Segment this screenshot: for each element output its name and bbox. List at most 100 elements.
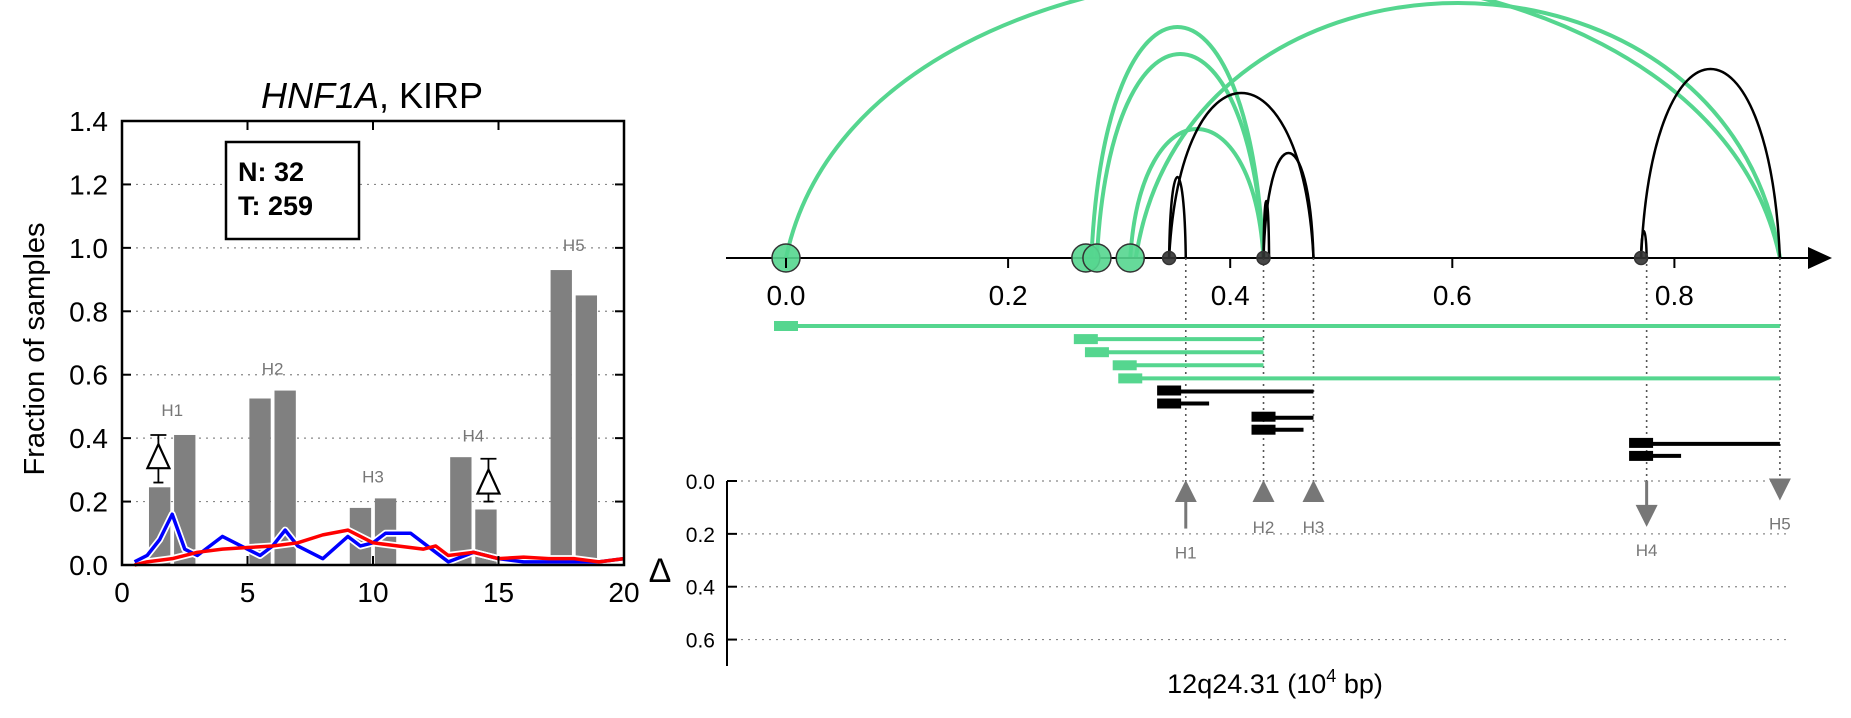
hotspot-label: H2 xyxy=(1253,518,1275,537)
rearrangement-arc xyxy=(1167,175,1188,259)
delta-tick-label: 0.0 xyxy=(686,471,715,494)
hotspot-label: H4 xyxy=(463,426,485,445)
rearrangement-arc xyxy=(784,0,1782,259)
hotspot-bar-chart: HNF1A, KIRP Fraction of samples H1 H2 H3 H4… xyxy=(19,75,640,608)
x-tick-label: 15 xyxy=(483,577,514,608)
hotspot-arrowhead xyxy=(1635,504,1658,527)
rearrangement-arc xyxy=(1089,25,1266,259)
hotspot-label: H4 xyxy=(1636,541,1658,560)
hotspot-arrowhead xyxy=(1252,480,1275,502)
breakpoint-marker xyxy=(1256,250,1271,266)
x-tick-label: 10 xyxy=(357,577,388,608)
delta-tick-label: 0.2 xyxy=(686,524,715,547)
y-tick-label: 0.8 xyxy=(69,296,108,327)
segment-cap xyxy=(1157,385,1182,396)
hotspot-label: H5 xyxy=(1769,515,1791,534)
legend-line-n: N: 32 xyxy=(238,157,304,187)
segment-cap xyxy=(774,321,798,331)
genome-tick-label: 0.8 xyxy=(1655,280,1694,311)
chart-title: HNF1A, KIRP xyxy=(261,75,483,116)
bar xyxy=(575,295,598,565)
y-tick-label: 0.0 xyxy=(69,550,108,581)
rearrangement-arc xyxy=(1128,127,1266,259)
legend-line-t: T: 259 xyxy=(238,191,313,221)
genome-axis-arrowhead xyxy=(1808,247,1832,269)
delta-axis-label: Δ xyxy=(649,552,672,590)
legend-box-frame xyxy=(224,140,361,241)
series-line xyxy=(134,528,625,567)
rearrangement-segments xyxy=(774,321,1780,461)
x-tick-label: 5 xyxy=(240,577,256,608)
y-tick-label: 0.2 xyxy=(69,487,108,518)
delta-tick-label: 0.6 xyxy=(686,630,715,653)
genome-axis-label-base: 12q24.31 (10 xyxy=(1167,669,1326,699)
segment-cap xyxy=(1118,373,1143,384)
rearrangement-arc xyxy=(1167,91,1315,259)
breakpoint-marker xyxy=(1633,250,1649,266)
segment-cap xyxy=(1073,334,1098,345)
segment-cap xyxy=(1251,411,1276,422)
delta-triangle-marker xyxy=(145,441,172,470)
bar-chart-frame xyxy=(120,119,626,567)
bar xyxy=(550,270,572,565)
genome-axis-label-end: bp) xyxy=(1336,669,1383,699)
bar xyxy=(274,390,296,565)
bar-chart-gridlines xyxy=(122,183,624,503)
x-axis-ticks: 0 5 10 15 20 xyxy=(114,121,640,608)
genome-tick-label: 0.2 xyxy=(989,280,1028,311)
hotspot-arrowhead xyxy=(1302,480,1325,502)
rearrangement-arc xyxy=(1094,52,1266,259)
segment-cap xyxy=(1629,437,1654,448)
bar-chart-hotspot-labels: H1 H2 H3 H4 H5 xyxy=(161,236,584,487)
breakpoint-marker xyxy=(1082,243,1112,273)
genome-tick-label: 0.6 xyxy=(1433,280,1472,311)
hotspot-label: H2 xyxy=(262,360,284,379)
chart-title-gene: HNF1A xyxy=(261,75,379,116)
genome-tick-label: 0.4 xyxy=(1211,280,1250,311)
y-tick-label: 1.4 xyxy=(69,106,108,137)
bar xyxy=(450,457,472,565)
genome-axis-label-sup: 4 xyxy=(1326,666,1336,686)
hotspot-label: H5 xyxy=(563,236,585,255)
x-tick-label: 0 xyxy=(114,577,130,608)
y-axis-label: Fraction of samples xyxy=(19,222,51,475)
segment-cap xyxy=(1251,424,1276,435)
chart-title-rest: , KIRP xyxy=(379,75,483,116)
delta-axis-ticks: 0.0 0.2 0.4 0.6 xyxy=(686,471,737,653)
genome-axis-ticks: 0.0 0.2 0.4 0.6 0.8 xyxy=(767,258,1694,311)
genome-tick-label: 0.0 xyxy=(767,280,806,311)
breakpoint-marker xyxy=(1115,243,1146,273)
rearrangement-arc xyxy=(1262,151,1315,259)
segment-cap xyxy=(1112,360,1137,371)
rearrangement-arcs xyxy=(784,0,1782,259)
hotspot-guide-lines xyxy=(1184,258,1781,488)
delta-hotspot-arrows: H1 H2 H3 H4 H5 xyxy=(1174,478,1791,563)
rearrangement-arc xyxy=(1133,1,1782,259)
legend-box: N: 32 T: 259 xyxy=(224,140,361,241)
y-tick-label: 0.6 xyxy=(69,360,108,391)
hotspot-label: H3 xyxy=(1303,518,1325,537)
x-tick-label: 20 xyxy=(608,577,639,608)
delta-triangle-marker xyxy=(475,466,502,495)
segment-cap xyxy=(1629,450,1654,461)
y-tick-label: 1.2 xyxy=(69,169,108,200)
segment-cap xyxy=(1084,347,1109,358)
hotspot-label: H1 xyxy=(1175,544,1197,563)
hotspot-arrowhead xyxy=(1768,478,1791,501)
hotspot-label: H3 xyxy=(362,468,384,487)
breakpoint-markers xyxy=(771,243,1649,273)
breakpoint-marker xyxy=(1161,250,1177,266)
hotspot-arrowhead xyxy=(1174,480,1197,502)
y-axis-ticks: 0.0 0.2 0.4 0.6 0.8 1.0 1.2 1.4 xyxy=(69,106,624,581)
segment-cap xyxy=(1157,398,1182,409)
delta-panel: 0.0 0.2 0.4 0.6 Δ H1 H2 H3 H4 H5 xyxy=(649,471,1791,666)
bar-chart-bars xyxy=(148,270,598,565)
bar-chart-lines xyxy=(132,510,625,569)
delta-gridlines xyxy=(727,480,1790,641)
bar xyxy=(249,398,271,565)
bar-chart-delta-markers xyxy=(145,434,502,503)
rearrangement-arc xyxy=(1639,68,1782,259)
delta-tick-label: 0.4 xyxy=(686,577,716,600)
